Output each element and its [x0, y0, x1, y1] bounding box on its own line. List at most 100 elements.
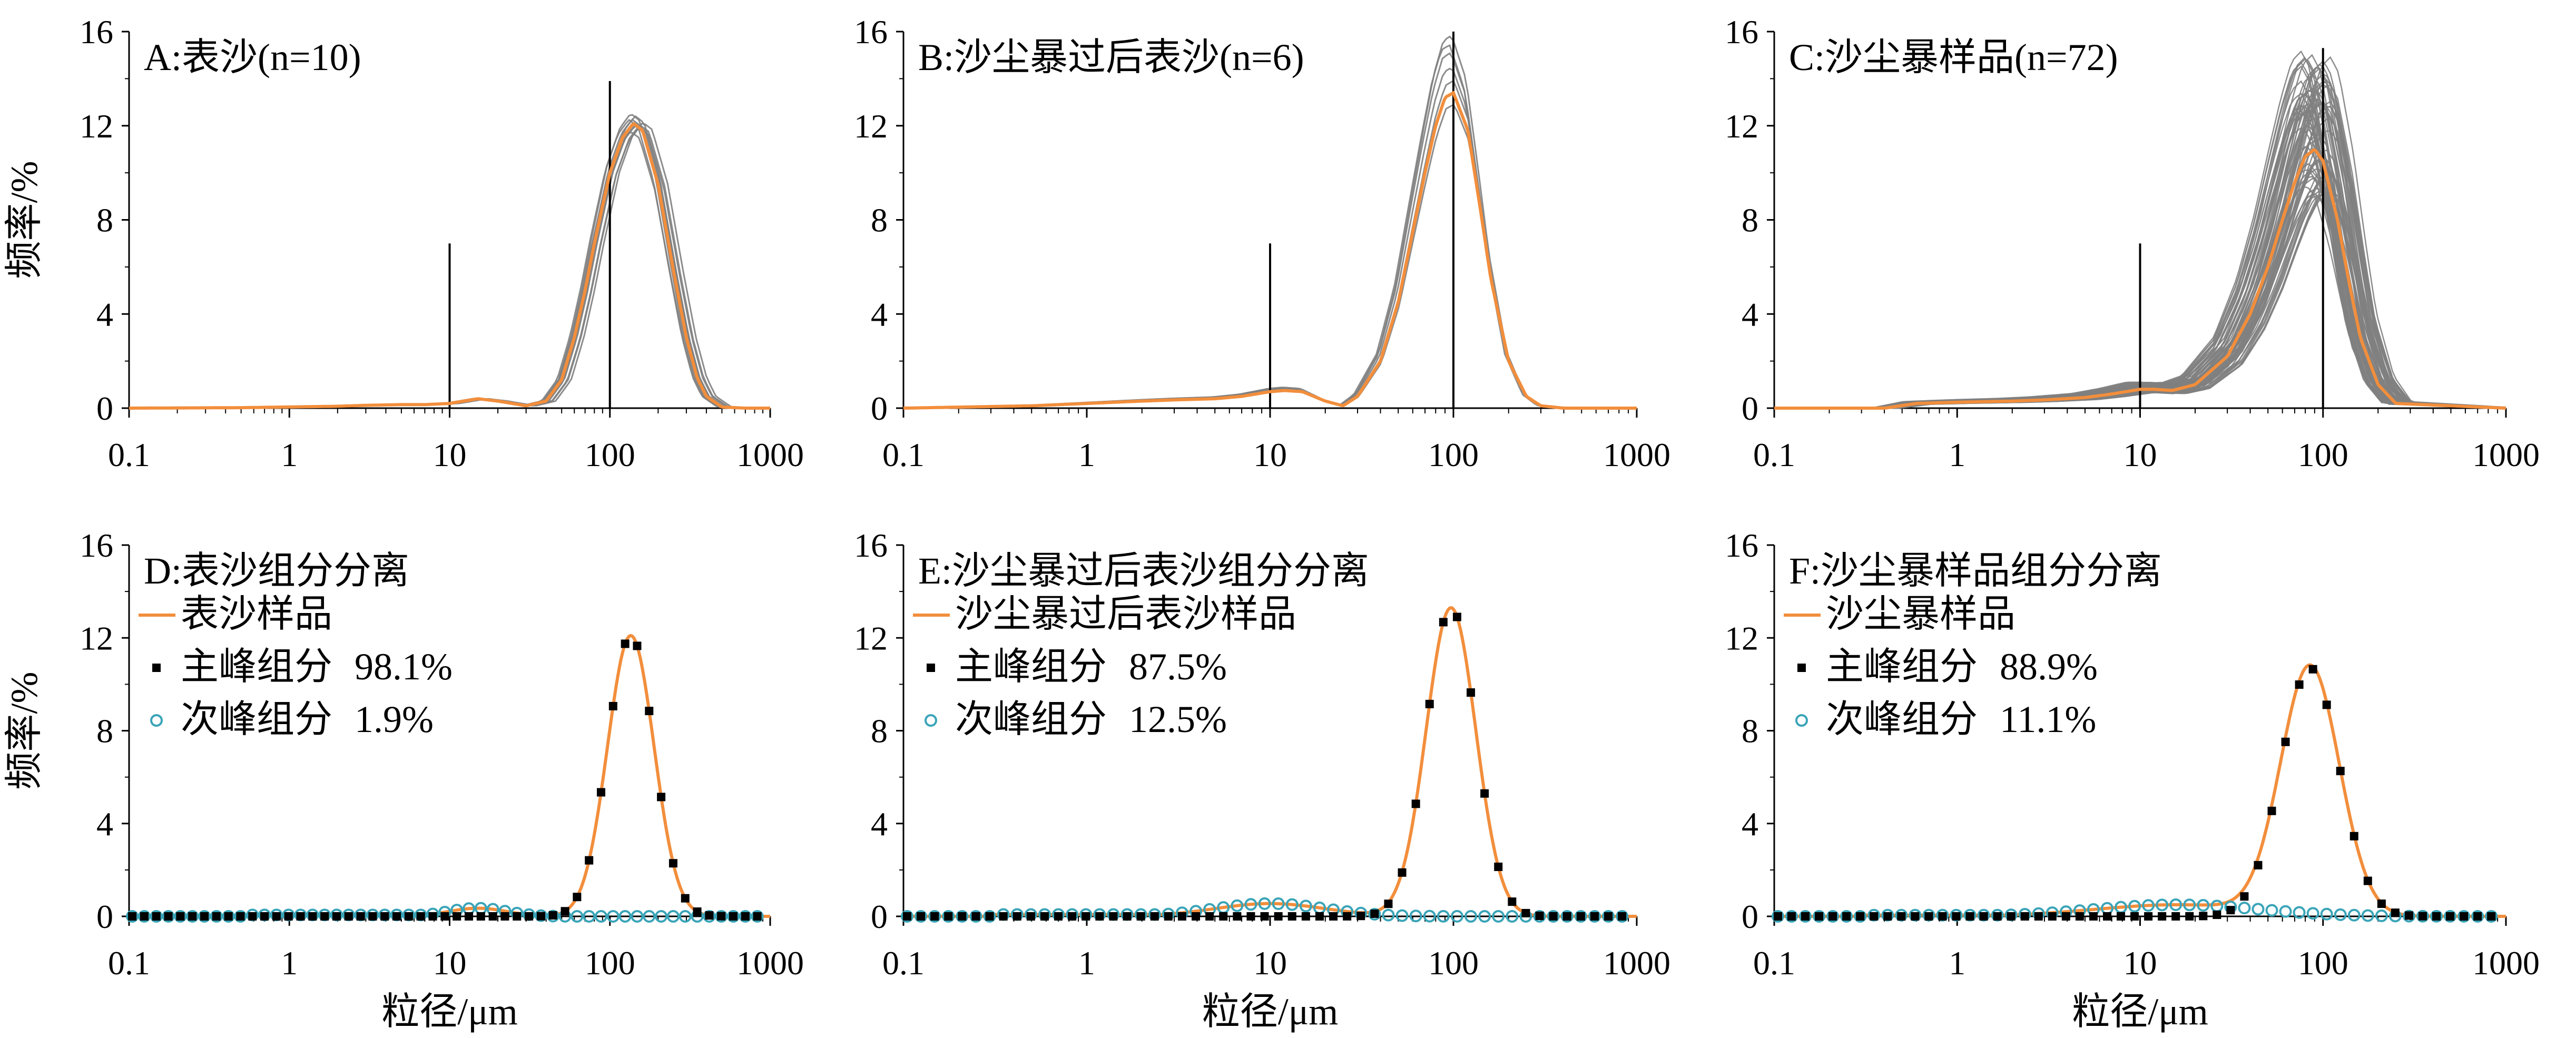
minor-component-point: [2142, 899, 2155, 912]
major-component-point: [2487, 912, 2496, 921]
major-component-point: [1439, 618, 1448, 627]
major-component-point: [753, 912, 762, 921]
major-component-point: [2418, 912, 2427, 921]
minor-component-point: [2128, 899, 2141, 913]
minor-component-point: [1785, 910, 1798, 923]
major-component-point: [1301, 912, 1310, 921]
minor-component-point: [739, 910, 752, 923]
major-component-point: [1012, 912, 1021, 921]
minor-component-point: [2430, 910, 2443, 923]
sample-curve: [1774, 147, 2506, 410]
panel-title: C:沙尘暴样品(n=72): [1789, 36, 2118, 78]
minor-component-point: [126, 910, 139, 923]
x-tick-label: 0.1: [108, 436, 150, 473]
x-tick-label: 10: [1253, 944, 1287, 982]
minor-component-point: [1285, 898, 1299, 911]
legend-value: 88.9%: [2000, 646, 2098, 688]
major-component-point: [2089, 912, 2098, 921]
x-tick-label: 1: [1078, 436, 1095, 473]
major-component-point: [1562, 912, 1571, 921]
minor-component-point: [2293, 906, 2306, 919]
y-tick-label: 0: [96, 898, 113, 935]
x-axis-label: 粒径/μm: [381, 991, 518, 1033]
major-component-point: [1993, 912, 2002, 921]
major-component-point: [1095, 912, 1104, 921]
major-component-point: [440, 912, 449, 921]
major-component-point: [2144, 912, 2153, 921]
legend-label: 主峰组分: [955, 646, 1107, 688]
major-component-point: [1081, 912, 1090, 921]
legend-square-swatch: [1797, 664, 1806, 672]
legend-square-swatch: [927, 664, 935, 672]
y-tick-label: 12: [80, 107, 113, 145]
x-tick-label: 100: [585, 944, 635, 982]
major-component-point: [1398, 868, 1407, 877]
major-component-point: [416, 912, 425, 921]
major-component-point: [1219, 912, 1228, 921]
major-component-point: [140, 912, 149, 921]
major-component-point: [1233, 912, 1242, 921]
y-tick-label: 8: [96, 202, 113, 239]
minor-component-point: [1395, 909, 1409, 922]
major-component-point: [1068, 912, 1077, 921]
x-tick-label: 0.1: [882, 436, 925, 473]
minor-component-point: [2320, 907, 2333, 921]
major-component-point: [1480, 789, 1489, 798]
major-component-point: [344, 912, 353, 921]
major-component-point: [2349, 832, 2358, 841]
major-component-point: [1123, 912, 1132, 921]
minor-component-point: [928, 910, 941, 923]
minor-component-point: [1547, 910, 1560, 923]
y-axis-label: 频率/%: [3, 672, 45, 790]
minor-component-point: [2402, 910, 2415, 923]
major-component-point: [608, 701, 617, 710]
x-tick-label: 100: [585, 436, 635, 473]
y-tick-label: 4: [871, 805, 888, 843]
major-component-point: [236, 912, 245, 921]
minor-component-point: [655, 910, 668, 923]
minor-component-point: [1840, 910, 1853, 923]
major-component-point: [561, 907, 569, 916]
minor-component-point: [1492, 910, 1505, 923]
minor-component-point: [2485, 910, 2498, 923]
major-component-point: [1329, 912, 1338, 921]
major-component-point: [368, 912, 377, 921]
major-component-point: [2020, 912, 2029, 921]
minor-component-point: [2156, 898, 2169, 912]
legend-label: 主峰组分: [1826, 646, 1978, 688]
y-tick-label: 8: [871, 202, 888, 239]
major-component-point: [2117, 912, 2126, 921]
major-component-point: [2185, 912, 2194, 921]
legend-label: 沙尘暴过后表沙样品: [955, 593, 1296, 635]
major-component-point: [1815, 912, 1824, 921]
major-component-point: [212, 912, 221, 921]
legend-value: 11.1%: [2000, 698, 2096, 740]
minor-component-point: [2361, 909, 2374, 922]
minor-component-point: [1813, 910, 1826, 923]
minor-component-point: [956, 910, 969, 923]
minor-component-point: [703, 910, 716, 923]
major-component-point: [2034, 912, 2043, 921]
x-tick-label: 1: [1078, 944, 1095, 982]
panel-title: D:表沙组分分离: [144, 550, 409, 592]
y-tick-label: 16: [854, 527, 888, 564]
major-component-point: [1356, 912, 1365, 921]
major-component-point: [1576, 912, 1585, 921]
minor-component-point: [2347, 908, 2361, 922]
major-component-point: [548, 911, 557, 920]
minor-component-point: [2197, 899, 2210, 912]
major-component-point: [320, 912, 329, 921]
minor-component-point: [1450, 910, 1463, 923]
major-component-point: [272, 912, 281, 921]
major-component-point: [1787, 912, 1796, 921]
major-component-point: [2281, 737, 2290, 746]
major-component-point: [2363, 876, 2372, 885]
major-component-point: [717, 912, 726, 921]
panel-title: B:沙尘暴过后表沙(n=6): [918, 36, 1304, 78]
major-component-point: [200, 912, 209, 921]
major-component-point: [2158, 912, 2167, 921]
major-component-point: [1924, 912, 1933, 921]
minor-component-point: [1244, 898, 1257, 911]
minor-component-point: [222, 910, 235, 923]
